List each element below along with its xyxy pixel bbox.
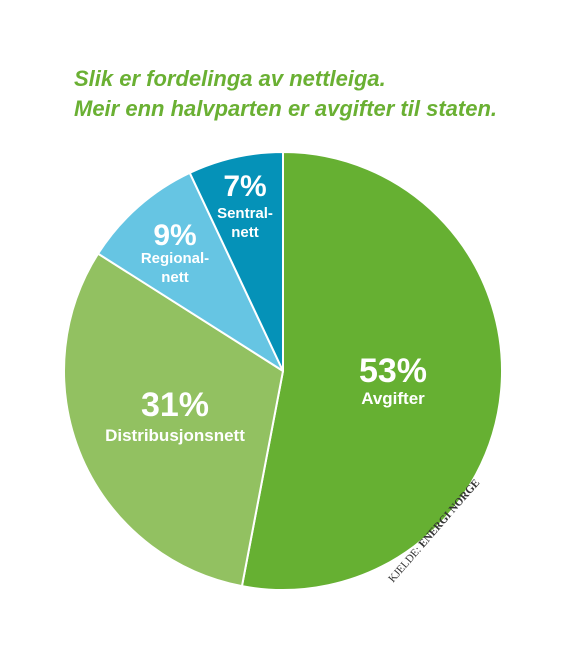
slice-regionalnett	[97, 171, 284, 372]
slice-avgifter	[240, 151, 503, 591]
chart-title: Slik er fordelinga av nettleiga. Meir en…	[74, 64, 497, 124]
slice-avgifter-percent: 53%	[359, 352, 427, 390]
slice-distribusjonsnett-percent: 31%	[141, 386, 209, 424]
slice-avgifter-label: Avgifter	[361, 389, 425, 408]
chart-title-line-2: Meir enn halvparten er avgifter til stat…	[74, 96, 498, 121]
slice-sentralnett-label-line-2: nett	[231, 224, 259, 241]
slice-sentralnett-percent: 7%	[223, 170, 266, 203]
slice-regionalnett-label-line-1: Regional-	[141, 250, 209, 267]
pie-slices	[63, 151, 503, 591]
chart-title-line-1: Slik er fordelinga av nettleiga.	[74, 66, 386, 91]
slice-regionalnett-percent: 9%	[153, 219, 196, 252]
slice-sentralnett	[188, 151, 284, 372]
slice-regionalnett-label-line-2: nett	[161, 269, 189, 286]
slice-sentralnett-label-line-1: Sentral-	[217, 205, 273, 222]
slice-distribusjonsnett-label: Distribusjonsnett	[105, 426, 245, 445]
